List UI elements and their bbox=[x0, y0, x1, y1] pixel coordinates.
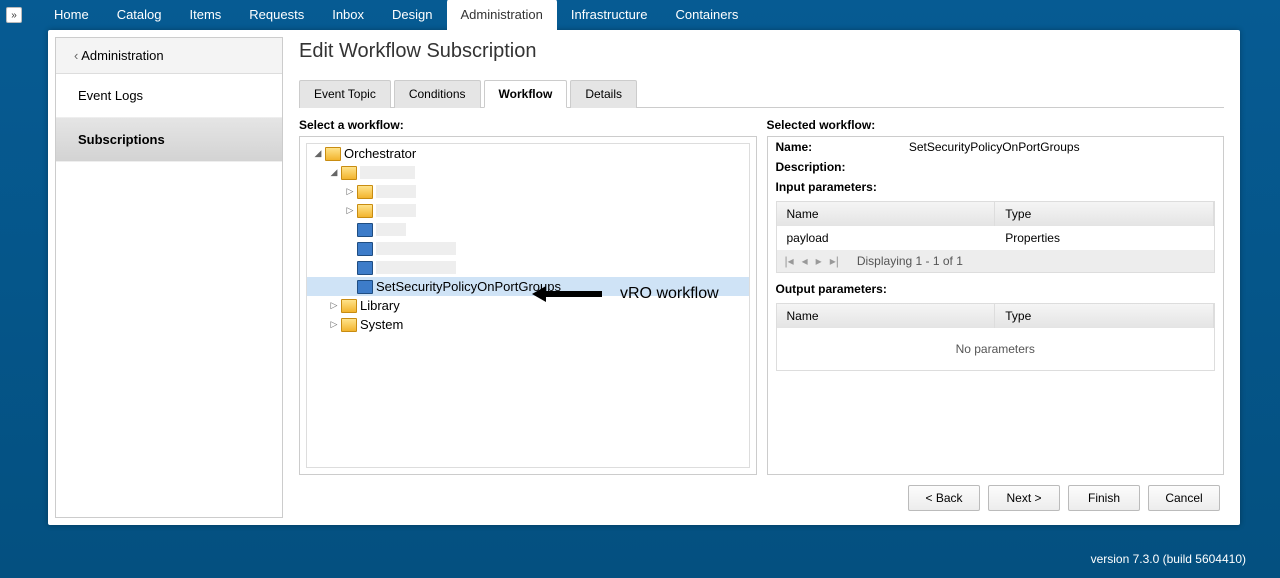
tab-workflow[interactable]: Workflow bbox=[484, 80, 568, 108]
back-button[interactable]: < Back bbox=[908, 485, 980, 511]
sidebar: Administration Event Logs Subscriptions bbox=[55, 37, 283, 518]
next-button[interactable]: Next > bbox=[988, 485, 1060, 511]
input-params-table: Name Type payload Properties |◂ ◂ ▸ ▸| bbox=[776, 201, 1216, 273]
tab-details[interactable]: Details bbox=[570, 80, 637, 108]
folder-icon bbox=[341, 318, 357, 332]
page-next-icon[interactable]: ▸ bbox=[816, 254, 822, 268]
workflow-icon bbox=[357, 261, 373, 275]
folder-icon bbox=[357, 204, 373, 218]
output-params-label: Output parameters: bbox=[776, 282, 906, 296]
table-row[interactable]: payload Properties bbox=[777, 226, 1215, 250]
page-prev-icon[interactable]: ◂ bbox=[802, 254, 808, 268]
nav-administration[interactable]: Administration bbox=[447, 0, 557, 30]
folder-icon bbox=[341, 166, 357, 180]
col-name-header[interactable]: Name bbox=[777, 202, 996, 226]
nav-inbox[interactable]: Inbox bbox=[318, 0, 378, 30]
tree-node-redacted bbox=[376, 185, 416, 198]
no-parameters-text: No parameters bbox=[777, 328, 1215, 370]
tree-toggle-icon[interactable]: ▷ bbox=[345, 201, 355, 220]
description-label: Description: bbox=[776, 160, 906, 174]
workflow-tree[interactable]: ◢ Orchestrator ◢ ▷ bbox=[306, 143, 750, 468]
main-area: Administration Event Logs Subscriptions … bbox=[48, 30, 1240, 525]
nav-design[interactable]: Design bbox=[378, 0, 446, 30]
nav-infrastructure[interactable]: Infrastructure bbox=[557, 0, 662, 30]
page-first-icon[interactable]: |◂ bbox=[785, 254, 794, 268]
selected-workflow-label: Selected workflow: bbox=[767, 118, 1225, 132]
cell-name: payload bbox=[777, 226, 996, 250]
selected-workflow-panel: Name: SetSecurityPolicyOnPortGroups Desc… bbox=[767, 136, 1225, 475]
nav-home[interactable]: Home bbox=[40, 0, 103, 30]
tree-node-redacted bbox=[376, 242, 456, 255]
tree-toggle-icon[interactable]: ▷ bbox=[345, 182, 355, 201]
col-type-header[interactable]: Type bbox=[995, 202, 1214, 226]
version-text: version 7.3.0 (build 5604410) bbox=[1091, 552, 1246, 566]
col-type-header[interactable]: Type bbox=[995, 304, 1214, 328]
paging-bar: |◂ ◂ ▸ ▸| Displaying 1 - 1 of 1 bbox=[777, 250, 1215, 272]
wizard-buttons: < Back Next > Finish Cancel bbox=[299, 475, 1224, 515]
nav-containers[interactable]: Containers bbox=[661, 0, 752, 30]
tab-conditions[interactable]: Conditions bbox=[394, 80, 481, 108]
paging-text: Displaying 1 - 1 of 1 bbox=[857, 254, 963, 268]
top-nav: Home Catalog Items Requests Inbox Design… bbox=[0, 0, 1280, 30]
workflow-icon bbox=[357, 242, 373, 256]
sidebar-item-subscriptions[interactable]: Subscriptions bbox=[56, 118, 282, 162]
sidebar-item-eventlogs[interactable]: Event Logs bbox=[56, 74, 282, 118]
nav-catalog[interactable]: Catalog bbox=[103, 0, 176, 30]
folder-icon bbox=[325, 147, 341, 161]
content: Edit Workflow Subscription Event Topic C… bbox=[283, 30, 1240, 525]
tab-content: Select a workflow: ◢ Orchestrator ◢ bbox=[299, 108, 1224, 475]
tree-node-label[interactable]: Orchestrator bbox=[344, 144, 416, 163]
tree-node-redacted bbox=[376, 261, 456, 274]
workflow-icon bbox=[357, 280, 373, 294]
page-title: Edit Workflow Subscription bbox=[299, 40, 1224, 63]
cancel-button[interactable]: Cancel bbox=[1148, 485, 1220, 511]
name-label: Name: bbox=[776, 140, 906, 154]
tree-node-redacted bbox=[360, 166, 415, 179]
nav-requests[interactable]: Requests bbox=[235, 0, 318, 30]
col-name-header[interactable]: Name bbox=[777, 304, 996, 328]
tree-node-selected[interactable]: SetSecurityPolicyOnPortGroups bbox=[376, 277, 561, 296]
select-workflow-label: Select a workflow: bbox=[299, 118, 757, 132]
cell-type: Properties bbox=[995, 226, 1214, 250]
subtabs: Event Topic Conditions Workflow Details bbox=[299, 79, 1224, 108]
workflow-icon bbox=[357, 223, 373, 237]
output-params-table: Name Type No parameters bbox=[776, 303, 1216, 371]
nav-items[interactable]: Items bbox=[176, 0, 236, 30]
expand-panel-button[interactable]: » bbox=[6, 7, 22, 23]
tree-node-label[interactable]: Library bbox=[360, 296, 400, 315]
input-params-label: Input parameters: bbox=[776, 180, 906, 194]
tree-toggle-icon[interactable]: ◢ bbox=[329, 163, 339, 182]
tree-node-label[interactable]: System bbox=[360, 315, 403, 334]
finish-button[interactable]: Finish bbox=[1068, 485, 1140, 511]
tree-toggle-icon[interactable]: ◢ bbox=[313, 144, 323, 163]
name-value: SetSecurityPolicyOnPortGroups bbox=[909, 140, 1080, 154]
page-last-icon[interactable]: ▸| bbox=[830, 254, 839, 268]
tree-toggle-icon[interactable]: ▷ bbox=[329, 315, 339, 334]
tree-node-redacted bbox=[376, 223, 406, 236]
tree-toggle-icon[interactable]: ▷ bbox=[329, 296, 339, 315]
folder-icon bbox=[341, 299, 357, 313]
tree-node-redacted bbox=[376, 204, 416, 217]
folder-icon bbox=[357, 185, 373, 199]
tab-event-topic[interactable]: Event Topic bbox=[299, 80, 391, 108]
workflow-tree-panel: ◢ Orchestrator ◢ ▷ bbox=[299, 136, 757, 475]
sidebar-back[interactable]: Administration bbox=[56, 38, 282, 74]
